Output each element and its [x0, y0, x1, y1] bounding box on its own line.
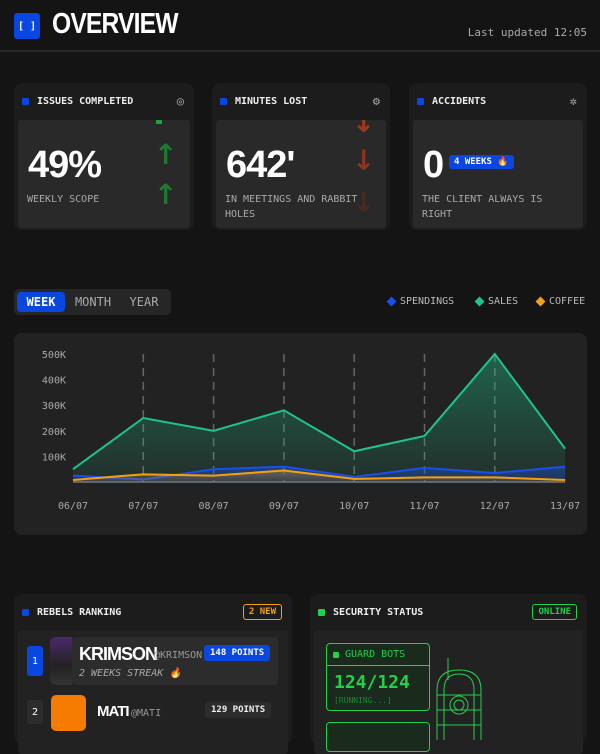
x-tick-label: 07/07: [128, 501, 158, 512]
guard-count: 124/124: [334, 672, 410, 693]
indicator-icon: [22, 98, 29, 105]
streak-badge: 4 WEEKS 🔥: [449, 155, 514, 169]
tab-month[interactable]: MONTH: [74, 295, 112, 309]
y-tick-label: 300K: [42, 401, 66, 412]
indicator-icon: [220, 98, 227, 105]
user-name: KRIMSON: [79, 644, 158, 664]
legend-sales: SALES: [474, 296, 518, 307]
stat-card-minutes: MINUTES LOST ⚙ ↓ ↓ ↓ 642' IN MEETINGS AN…: [212, 83, 390, 230]
logo: [ ]: [14, 13, 40, 39]
panel-title: SECURITY STATUS: [333, 607, 424, 618]
indicator-icon: [417, 98, 424, 105]
panel-title: REBELS RANKING: [37, 607, 122, 618]
stat-value: 642': [226, 144, 295, 186]
status-box: [326, 722, 430, 752]
stat-caption: WEEKLY SCOPE: [27, 194, 100, 205]
page-title: OVERVIEW: [52, 8, 178, 40]
diamond-icon: [474, 296, 485, 307]
ranking-row[interactable]: KRIMSON @KRIMSON 2 WEEKS STREAK 🔥 148 PO…: [72, 637, 278, 685]
arrow-down-icon: ↓: [352, 120, 376, 139]
guard-label: GUARD BOTS: [345, 649, 406, 660]
trend-bar: [156, 120, 162, 124]
area-chart: 06/07 07/07 08/07 09/07 10/07 11/07 12/07 13/07…: [42, 350, 580, 512]
stat-caption: IN MEETINGS AND RABBIT HOLES: [225, 194, 358, 220]
security-status-panel: SECURITY STATUS ONLINE GUARD BOTS 124/12…: [310, 594, 587, 754]
line-sales: [72, 352, 566, 471]
user-name: MATI: [97, 703, 130, 720]
period-tabs: WEEK MONTH YEAR: [14, 289, 171, 315]
x-tick-label: 11/07: [409, 501, 439, 512]
points-badge: 148 POINTS: [204, 645, 271, 661]
x-tick-label: 09/07: [269, 501, 299, 512]
area-coffee: [73, 470, 566, 482]
robot-wireframe-icon: [436, 658, 482, 740]
stat-label: ACCIDENTS: [432, 96, 487, 107]
indicator-icon: [318, 609, 325, 616]
rank-number: 1: [27, 646, 43, 676]
stat-label: ISSUES COMPLETED: [37, 96, 134, 107]
x-tick-label: 13/07: [550, 501, 580, 512]
tab-week[interactable]: WEEK: [17, 292, 65, 312]
points-badge: 129 POINTS: [205, 702, 272, 718]
user-handle: @KRIMSON: [154, 650, 203, 661]
x-tick-label: 08/07: [199, 501, 229, 512]
guard-status: [RUNNING...]: [334, 696, 392, 705]
bug-icon[interactable]: ✲: [569, 94, 577, 108]
arrow-up-icon: ↑: [154, 138, 178, 171]
x-tick-label: 06/07: [58, 501, 88, 512]
x-tick-label: 10/07: [339, 501, 369, 512]
rebels-ranking-panel: REBELS RANKING 2 NEW 1 KRIMSON @KRIMSON …: [14, 594, 292, 754]
legend-coffee: COFFEE: [535, 296, 585, 307]
guard-bots-box: GUARD BOTS 124/124 [RUNNING...]: [326, 643, 430, 711]
area-sales: [73, 354, 566, 482]
settings-icon[interactable]: ◎: [176, 94, 184, 108]
online-badge: ONLINE: [532, 604, 577, 620]
status-dot-icon: [333, 651, 339, 658]
line-coffee: [72, 469, 566, 481]
y-tick-label: 400K: [42, 376, 66, 387]
stat-card-issues: ISSUES COMPLETED ◎ ↑ ↑ 49% WEEKLY SCOPE: [14, 83, 194, 230]
arrow-up-icon: ↑: [154, 178, 178, 211]
avatar: [50, 637, 72, 685]
last-updated: Last updated 12:05: [467, 26, 587, 39]
x-tick-label: 12/07: [480, 501, 510, 512]
user-handle: @MATI: [131, 708, 162, 719]
avatar: [51, 695, 86, 731]
legend-spendings: SPENDINGS: [386, 296, 454, 307]
diamond-icon: [535, 296, 546, 307]
new-badge: 2 NEW: [242, 604, 282, 620]
arrow-down-icon: ↓: [352, 144, 376, 177]
stat-card-accidents: ACCIDENTS ✲ 0 4 WEEKS 🔥 THE CLIENT ALWAY…: [409, 83, 587, 230]
stat-caption: THE CLIENT ALWAYS IS RIGHT: [422, 194, 543, 220]
gear-icon[interactable]: ⚙: [372, 94, 380, 108]
y-tick-label: 100K: [42, 452, 66, 463]
stat-value: 0: [423, 144, 444, 186]
rank-number: 2: [27, 700, 43, 724]
indicator-icon: [22, 609, 29, 616]
y-tick-label: 500K: [42, 350, 66, 361]
header: [ ] OVERVIEW Last updated 12:05: [0, 0, 600, 52]
stat-value: 49%: [28, 144, 102, 186]
stat-label: MINUTES LOST: [235, 96, 308, 107]
y-tick-label: 200K: [42, 427, 66, 438]
chart-panel: 06/07 07/07 08/07 09/07 10/07 11/07 12/07 13/07…: [14, 333, 587, 535]
diamond-icon: [386, 296, 397, 307]
streak-text: 2 WEEKS STREAK 🔥: [79, 668, 182, 679]
tab-year[interactable]: YEAR: [129, 295, 159, 309]
arrow-down-icon: ↓: [352, 186, 376, 219]
